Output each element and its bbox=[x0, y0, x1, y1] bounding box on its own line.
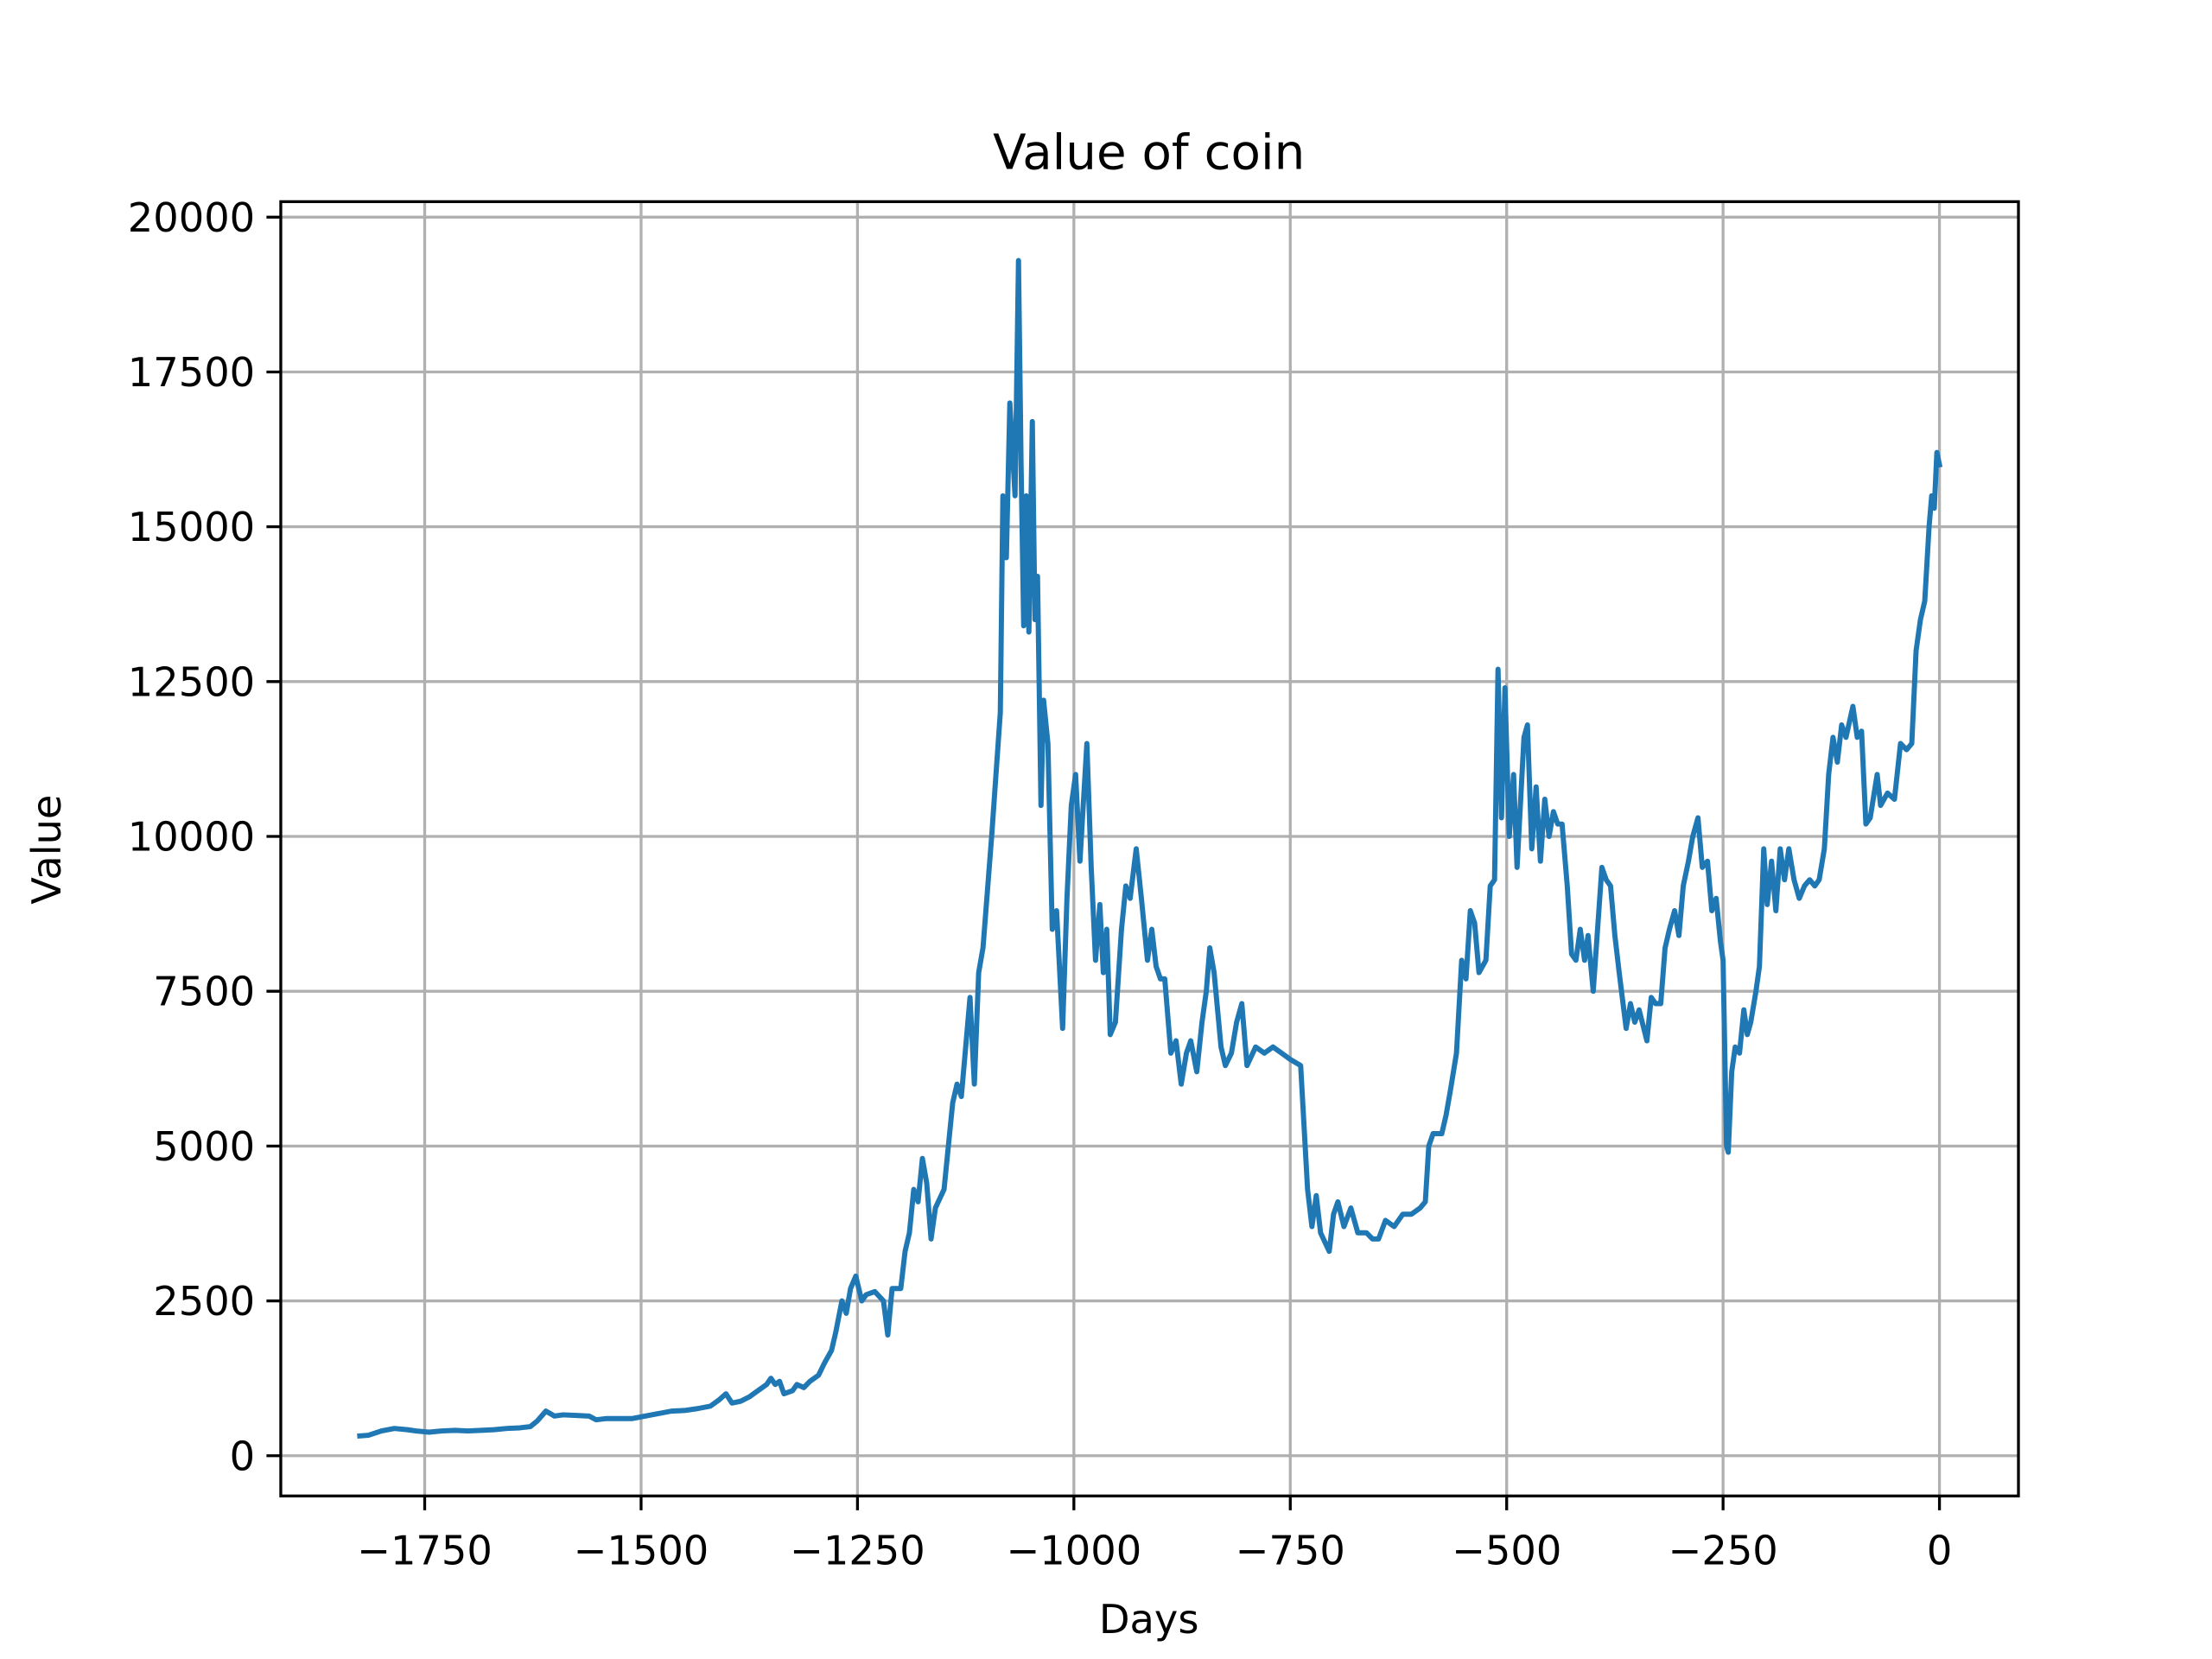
x-tick-label: −500 bbox=[1452, 1528, 1561, 1574]
y-tick-label: 10000 bbox=[128, 814, 255, 861]
plot-frame bbox=[279, 200, 2020, 1497]
y-axis-label: Value bbox=[23, 795, 70, 905]
y-tick-label: 7500 bbox=[153, 969, 255, 1015]
y-tick-label: 0 bbox=[230, 1433, 255, 1479]
x-tick-label: −1500 bbox=[574, 1528, 709, 1574]
chart-title: Value of coin bbox=[993, 124, 1305, 181]
x-tick-label: 0 bbox=[1927, 1528, 1952, 1574]
y-tick-label: 15000 bbox=[128, 504, 255, 550]
x-tick-label: −1750 bbox=[357, 1528, 493, 1574]
x-tick-label: −250 bbox=[1669, 1528, 1778, 1574]
x-tick-label: −1000 bbox=[1006, 1528, 1141, 1574]
y-tick-label: 5000 bbox=[153, 1123, 255, 1170]
y-tick-label: 17500 bbox=[128, 349, 255, 396]
x-tick-label: −1250 bbox=[790, 1528, 925, 1574]
y-tick-label: 2500 bbox=[153, 1278, 255, 1325]
line bbox=[357, 257, 1943, 1439]
x-axis-label: Days bbox=[1099, 1596, 1199, 1643]
x-tick-label: −750 bbox=[1236, 1528, 1345, 1574]
y-tick-label: 20000 bbox=[128, 194, 255, 241]
y-tick-label: 12500 bbox=[128, 658, 255, 705]
